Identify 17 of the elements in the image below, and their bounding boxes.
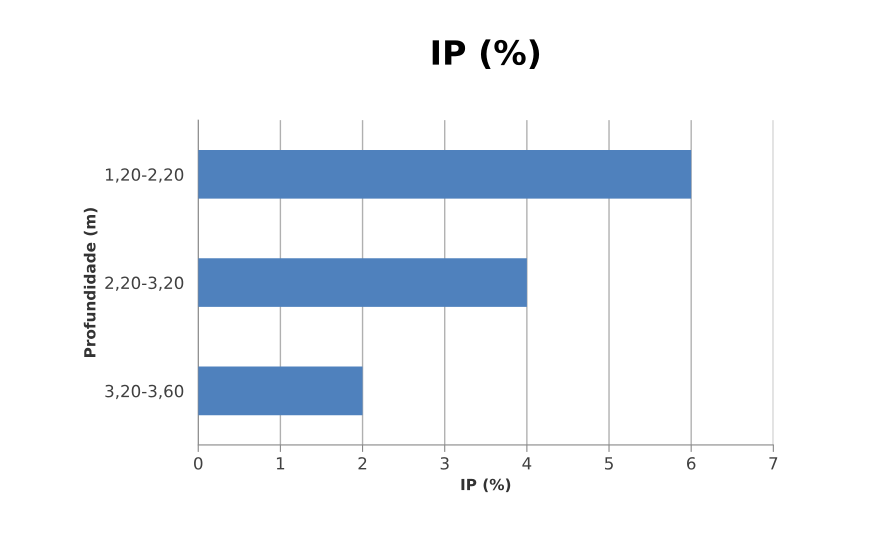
x-tick-label: 3 [440,457,449,470]
y-tick-label: 1,20-2,20 [106,168,184,183]
x-tick-label: 4 [522,457,532,470]
y-axis-title: Profundidade (m) [84,208,98,357]
y-tick-label: 2,20-3,20 [105,276,184,291]
x-tick-label: 1 [276,457,284,470]
x-tick-label: 7 [769,457,778,470]
x-tick-label: 6 [687,457,696,470]
x-tick-label: 2 [358,457,366,470]
bar [198,150,692,199]
x-tick-label: 0 [194,457,202,470]
bar [198,366,363,416]
x-tick-label: 5 [605,457,613,470]
x-axis-title: IP (%) [461,478,510,492]
y-tick-label: 3,20-3,60 [105,384,184,400]
chart-title: IP (%) [432,39,540,70]
bar [198,258,527,307]
